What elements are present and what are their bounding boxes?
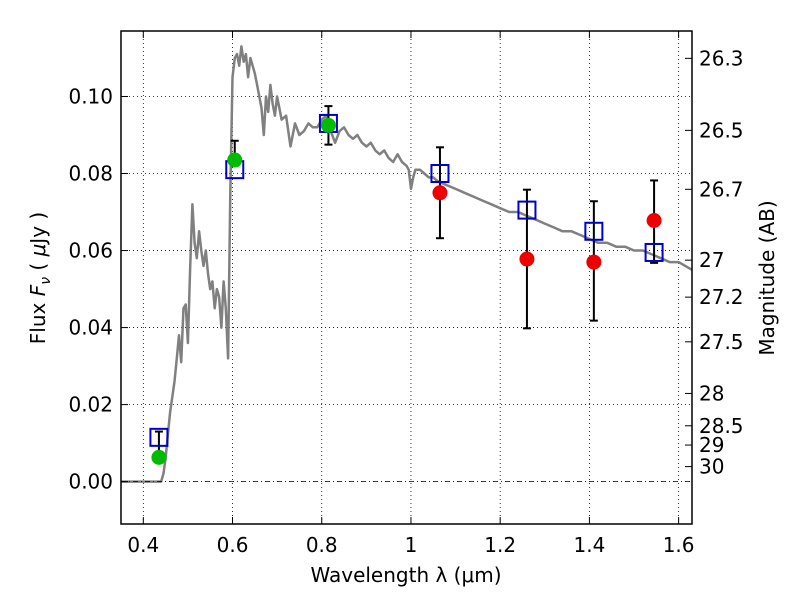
observed-flux-point xyxy=(227,152,243,168)
right-tick-label: 26.3 xyxy=(699,46,744,70)
y-tick-label: 0.02 xyxy=(68,393,113,417)
y-axis-label: Flux Fν ( μJy ) xyxy=(26,212,54,344)
x-tick-label: 0.8 xyxy=(306,533,338,557)
y-tick-label: 0.08 xyxy=(68,162,113,186)
right-tick-label: 26.7 xyxy=(699,177,744,201)
right-tick-label: 27.2 xyxy=(699,285,744,309)
right-tick-label: 28.5 xyxy=(699,414,744,438)
x-tick-label: 0.6 xyxy=(217,533,249,557)
observed-flux-point xyxy=(519,251,535,267)
ticks: 0.4 0.6 0.8 1 1.2 1.4 1.6 0.00 0.02 0.04 0.06 0.08 0… xyxy=(68,31,744,557)
right-axis-label: Magnitude (AB) xyxy=(755,200,779,355)
model-photometry-square xyxy=(584,221,604,241)
model-photometry-square xyxy=(517,200,537,220)
x-axis-label: Wavelength λ (μm) xyxy=(310,563,501,587)
data-markers xyxy=(149,113,664,465)
model-photometry-square xyxy=(149,427,169,447)
x-tick-label: 1.6 xyxy=(663,533,695,557)
x-tick-label: 0.4 xyxy=(127,533,159,557)
right-tick-label: 27 xyxy=(699,248,724,272)
y-tick-label: 0.00 xyxy=(68,470,113,494)
y-tick-label: 0.06 xyxy=(68,239,113,263)
y-tick-label: 0.04 xyxy=(68,316,113,340)
plot-frame xyxy=(120,30,693,525)
observed-flux-point xyxy=(151,449,167,465)
x-tick-label: 1.4 xyxy=(573,533,605,557)
observed-flux-point xyxy=(646,212,662,228)
observed-flux-point xyxy=(586,254,602,270)
model-spectrum-layer xyxy=(121,45,693,483)
x-tick-label: 1.2 xyxy=(484,533,516,557)
right-tick-label: 30 xyxy=(699,455,724,479)
observed-flux-point xyxy=(432,185,448,201)
right-tick-label: 28 xyxy=(699,381,724,405)
model-photometry-square xyxy=(430,164,450,184)
x-tick-label: 1 xyxy=(405,533,418,557)
observed-flux-point xyxy=(320,117,336,133)
y-tick-label: 0.10 xyxy=(68,84,113,108)
right-tick-label: 26.5 xyxy=(699,118,744,142)
right-tick-label: 27.5 xyxy=(699,330,744,354)
right-tick-label: 29 xyxy=(699,433,724,457)
model-photometry-square xyxy=(644,242,664,262)
model-spectrum-line xyxy=(121,45,693,483)
